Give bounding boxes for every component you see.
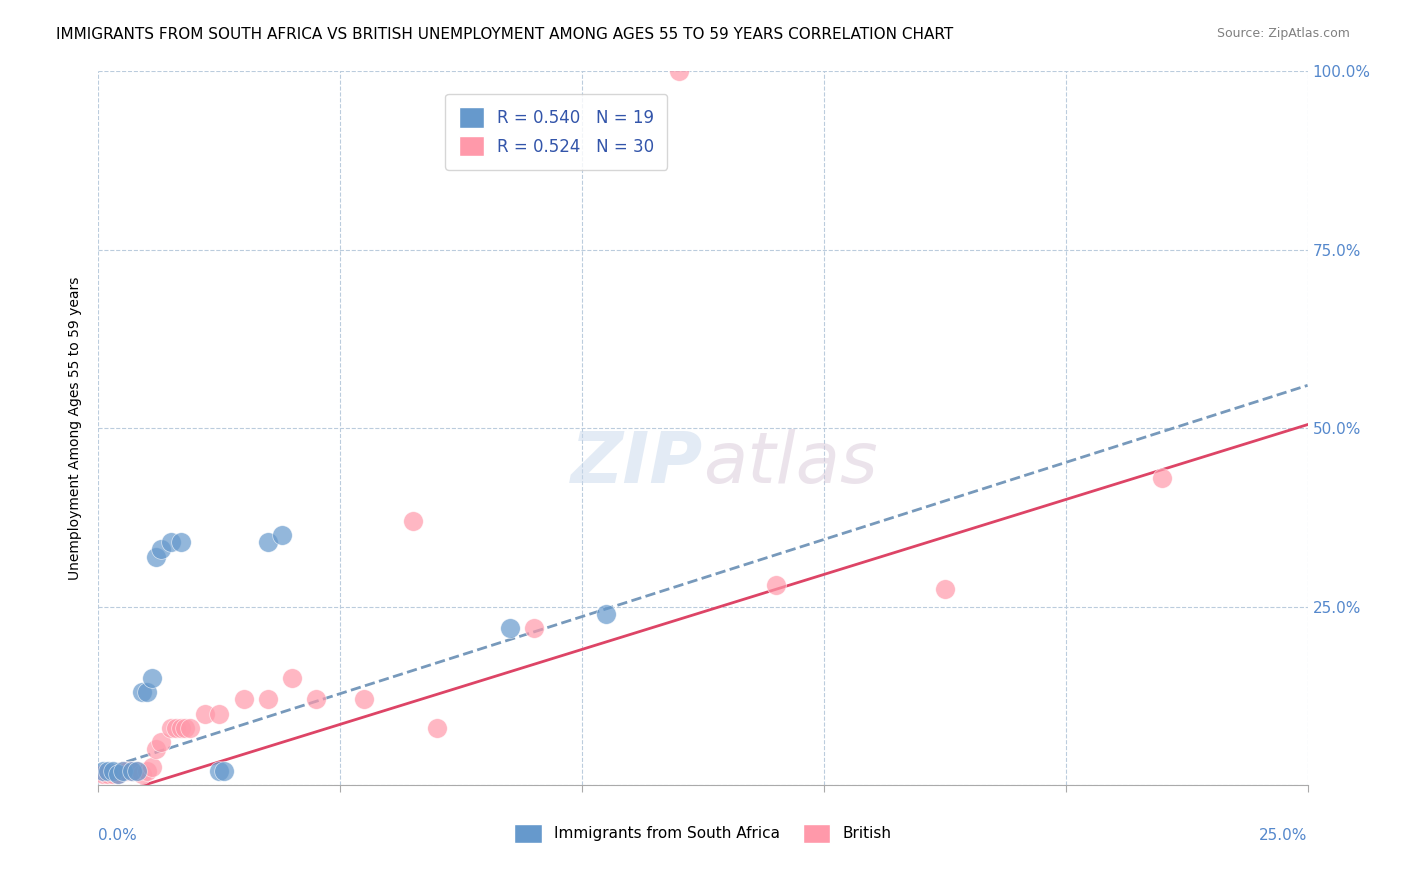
Point: [426, 721, 449, 735]
Point: [595, 607, 617, 621]
Point: [145, 742, 167, 756]
Point: [179, 721, 201, 735]
Point: [145, 549, 167, 564]
Point: [121, 764, 143, 778]
Point: [135, 685, 157, 699]
Point: [232, 692, 254, 706]
Point: [165, 721, 187, 735]
Point: [127, 764, 149, 778]
Point: [402, 514, 425, 528]
Text: ZIP: ZIP: [571, 429, 703, 499]
Point: [1152, 471, 1174, 485]
Point: [305, 692, 328, 706]
Point: [169, 535, 191, 549]
Text: atlas: atlas: [703, 429, 877, 499]
Point: [101, 767, 124, 781]
Point: [208, 764, 231, 778]
Point: [256, 535, 278, 549]
Point: [160, 535, 183, 549]
Point: [97, 767, 120, 781]
Legend: Immigrants from South Africa, British: Immigrants from South Africa, British: [508, 818, 898, 848]
Point: [934, 582, 956, 596]
Point: [117, 764, 139, 778]
Point: [256, 692, 278, 706]
Point: [111, 764, 134, 778]
Point: [668, 64, 690, 78]
Point: [135, 764, 157, 778]
Point: [101, 764, 124, 778]
Point: [765, 578, 787, 592]
Point: [169, 721, 191, 735]
Text: 25.0%: 25.0%: [1260, 828, 1308, 843]
Point: [194, 706, 217, 721]
Point: [107, 767, 129, 781]
Point: [150, 542, 173, 557]
Point: [107, 767, 129, 781]
Point: [281, 671, 304, 685]
Point: [160, 721, 183, 735]
Point: [121, 764, 143, 778]
Point: [97, 764, 120, 778]
Point: [131, 767, 153, 781]
Point: [127, 764, 149, 778]
Text: IMMIGRANTS FROM SOUTH AFRICA VS BRITISH UNEMPLOYMENT AMONG AGES 55 TO 59 YEARS C: IMMIGRANTS FROM SOUTH AFRICA VS BRITISH …: [56, 27, 953, 42]
Point: [523, 621, 546, 635]
Point: [91, 767, 114, 781]
Point: [91, 764, 114, 778]
Point: [174, 721, 197, 735]
Point: [131, 685, 153, 699]
Text: 0.0%: 0.0%: [98, 828, 138, 843]
Point: [271, 528, 294, 542]
Point: [353, 692, 375, 706]
Point: [111, 764, 134, 778]
Point: [212, 764, 235, 778]
Point: [141, 760, 163, 774]
Point: [498, 621, 520, 635]
Point: [150, 735, 173, 749]
Point: [141, 671, 163, 685]
Text: Source: ZipAtlas.com: Source: ZipAtlas.com: [1216, 27, 1350, 40]
Point: [208, 706, 231, 721]
Y-axis label: Unemployment Among Ages 55 to 59 years: Unemployment Among Ages 55 to 59 years: [69, 277, 83, 580]
